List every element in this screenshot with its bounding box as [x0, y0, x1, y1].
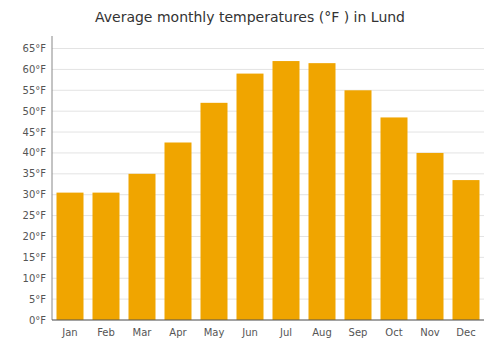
chart-container: Average monthly temperatures (°F ) in Lu… [0, 0, 500, 350]
x-tick-label: Feb [97, 327, 115, 338]
y-tick-label: 50°F [23, 106, 47, 117]
x-tick-label: Apr [169, 327, 187, 338]
x-axis-ticks: Jan Feb Mar Apr May Jun Jul Aug Sep Oct Nov Dec [61, 327, 475, 338]
bar [201, 103, 228, 320]
y-tick-label: 5°F [29, 294, 46, 305]
y-tick-label: 35°F [23, 168, 47, 179]
x-tick-label: May [204, 327, 225, 338]
y-axis-ticks: 0°F 5°F 10°F 15°F 20°F 25°F 30°F 35°F 40°F 45°F 50… [23, 43, 47, 325]
bar [417, 153, 444, 320]
x-tick-label: Jul [279, 327, 292, 338]
grid-line [52, 132, 484, 133]
x-tick-label: Oct [385, 327, 402, 338]
bar [309, 63, 336, 320]
x-tick-label: Dec [456, 327, 475, 338]
y-tick-label: 45°F [23, 127, 47, 138]
y-tick-label: 10°F [23, 273, 47, 284]
x-tick-label: Mar [133, 327, 153, 338]
bar [93, 193, 120, 320]
y-tick-label: 60°F [23, 64, 47, 75]
x-tick-label: Aug [312, 327, 332, 338]
y-tick-label: 0°F [29, 315, 46, 326]
x-tick-label: Nov [420, 327, 440, 338]
bar [165, 143, 192, 321]
grid [52, 49, 484, 320]
grid-line [52, 90, 484, 91]
y-axis-line [52, 36, 53, 320]
y-tick-label: 40°F [23, 147, 47, 158]
title: Average monthly temperatures (°F ) in Lu… [95, 9, 405, 25]
bar [453, 180, 480, 320]
chart: Average monthly temperatures (°F ) in Lu… [0, 0, 500, 350]
x-axis-line [52, 320, 484, 321]
grid-line [52, 111, 484, 112]
y-tick-label: 25°F [23, 210, 47, 221]
y-tick-label: 55°F [23, 85, 47, 96]
grid-line [52, 48, 484, 49]
y-tick-label: 20°F [23, 231, 47, 242]
bars [57, 61, 480, 320]
y-tick-label: 15°F [23, 252, 47, 263]
bar [381, 117, 408, 320]
bar [345, 90, 372, 320]
bar [57, 193, 84, 320]
grid-line [52, 69, 484, 70]
bar [237, 74, 264, 320]
y-tick-label: 65°F [23, 43, 47, 54]
bar [129, 174, 156, 320]
grid-line [52, 320, 484, 321]
x-tick-label: Jun [241, 327, 258, 338]
x-tick-label: Jan [61, 327, 77, 338]
x-tick-label: Sep [349, 327, 368, 338]
bar [273, 61, 300, 320]
y-tick-label: 30°F [23, 189, 47, 200]
